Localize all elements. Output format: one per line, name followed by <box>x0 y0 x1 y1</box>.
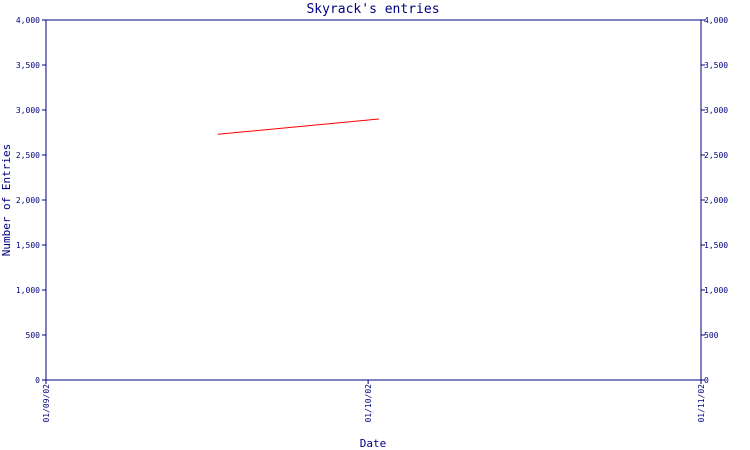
x-tick-label: 01/09/02 <box>42 384 51 423</box>
y-tick-label-left: 2,000 <box>16 196 40 205</box>
y-tick-label-right: 0 <box>704 376 709 385</box>
y-axis-right: 0 500 1,000 1,500 2,000 2,500 3,000 3,500 4,000 <box>701 16 728 385</box>
x-axis: 01/09/02 01/10/02 01/11/02 <box>42 380 706 423</box>
y-tick-label-right: 3,500 <box>704 61 728 70</box>
y-tick-label-right: 3,000 <box>704 106 728 115</box>
y-tick-label-right: 1,000 <box>704 286 728 295</box>
y-tick-label-right: 2,500 <box>704 151 728 160</box>
y-tick-label-left: 4,000 <box>16 16 40 25</box>
series-layer <box>217 118 379 135</box>
y-tick-label-left: 3,000 <box>16 106 40 115</box>
y-tick-label-left: 500 <box>26 331 41 340</box>
x-tick-label: 01/11/02 <box>697 384 706 423</box>
y-tick-label-left: 3,500 <box>16 61 40 70</box>
y-tick-label-left: 1,000 <box>16 286 40 295</box>
y-tick-label-right: 2,000 <box>704 196 728 205</box>
series-line <box>217 118 379 135</box>
y-axis-left: 0 500 1,000 1,500 2,000 2,500 3,000 3,500 4,000 <box>16 16 46 385</box>
y-tick-label-left: 0 <box>35 376 40 385</box>
y-axis-title: Number of Entries <box>0 144 13 257</box>
y-tick-label-right: 4,000 <box>704 16 728 25</box>
y-tick-label-right: 1,500 <box>704 241 728 250</box>
chart-title: Skyrack's entries <box>306 2 439 17</box>
y-tick-label-left: 1,500 <box>16 241 40 250</box>
x-axis-title: Date <box>360 437 387 450</box>
y-tick-label-right: 500 <box>704 331 719 340</box>
y-tick-label-left: 2,500 <box>16 151 40 160</box>
x-tick-label: 01/10/02 <box>364 384 373 423</box>
plot-area-frame <box>45 19 702 381</box>
